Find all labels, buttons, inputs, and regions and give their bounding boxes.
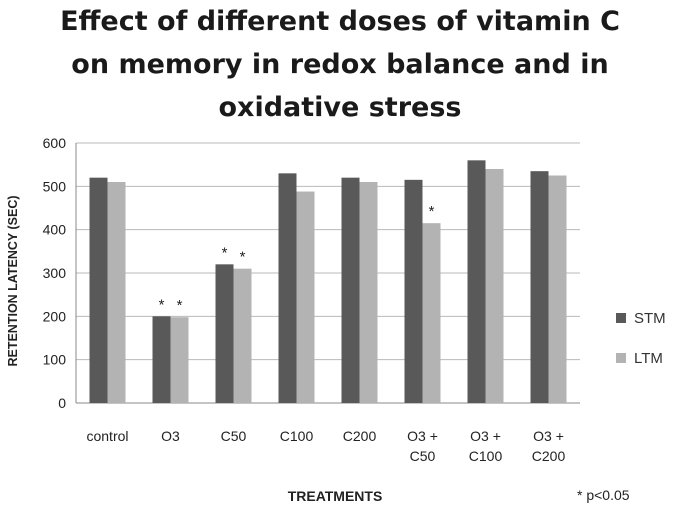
x-tick-label: C50 xyxy=(410,448,436,464)
significance-marker: * xyxy=(159,296,165,313)
bar-ltm xyxy=(107,182,126,403)
x-tick-label: O3 + xyxy=(407,428,438,444)
chart-title-line-3: oxidative stress xyxy=(218,92,462,123)
bar-ltm xyxy=(485,169,504,403)
significance-marker: * xyxy=(222,244,228,261)
y-tick-label: 100 xyxy=(43,352,67,368)
bar-ltm xyxy=(422,223,441,403)
y-tick-label: 200 xyxy=(43,308,67,324)
bar-ltm xyxy=(296,191,315,403)
bar-stm xyxy=(89,177,108,403)
significance-marker: * xyxy=(177,297,183,314)
legend-label-ltm: LTM xyxy=(634,349,663,367)
bar-stm xyxy=(404,179,423,403)
y-axis-title: RETENTION LATENCY (SEC) xyxy=(6,195,20,366)
chart-title-line-2: on memory in redox balance and in xyxy=(71,49,609,80)
legend: STM LTM xyxy=(616,298,666,378)
x-tick-label: O3 xyxy=(161,428,180,444)
legend-item-stm: STM xyxy=(616,298,666,338)
bar-stm xyxy=(467,160,486,403)
bar-ltm xyxy=(548,175,567,403)
x-axis-title: TREATMENTS xyxy=(287,488,383,504)
chart-title-line-1: Effect of different doses of vitamin C xyxy=(60,6,620,37)
x-tick-label: C200 xyxy=(532,448,566,464)
bar-ltm xyxy=(233,268,252,403)
x-tick-label: C200 xyxy=(343,428,377,444)
legend-swatch-stm xyxy=(616,313,626,323)
bar-stm xyxy=(278,173,297,403)
legend-item-ltm: LTM xyxy=(616,338,666,378)
y-tick-label: 300 xyxy=(43,265,67,281)
x-tick-label: C100 xyxy=(469,448,503,464)
x-tick-label: O3 + xyxy=(470,428,501,444)
y-tick-label: 500 xyxy=(43,178,67,194)
x-tick-label: O3 + xyxy=(533,428,564,444)
significance-marker: * xyxy=(240,249,246,266)
bar-ltm xyxy=(359,182,378,403)
chart-title: Effect of different doses of vitamin C o… xyxy=(0,0,680,129)
bar-stm xyxy=(215,264,234,403)
x-tick-label: control xyxy=(86,428,128,444)
x-tick-label: C50 xyxy=(221,428,247,444)
y-tick-label: 400 xyxy=(43,222,67,238)
legend-label-stm: STM xyxy=(634,309,666,327)
x-tick-label: C100 xyxy=(280,428,314,444)
significance-footnote: * p<0.05 xyxy=(577,487,630,503)
bar-stm xyxy=(341,177,360,403)
bar-stm xyxy=(152,316,171,403)
y-tick-label: 0 xyxy=(58,395,66,411)
significance-marker: * xyxy=(429,203,435,220)
bar-ltm xyxy=(170,317,189,403)
legend-swatch-ltm xyxy=(616,353,626,363)
y-tick-label: 600 xyxy=(43,135,67,151)
bar-stm xyxy=(530,171,549,403)
